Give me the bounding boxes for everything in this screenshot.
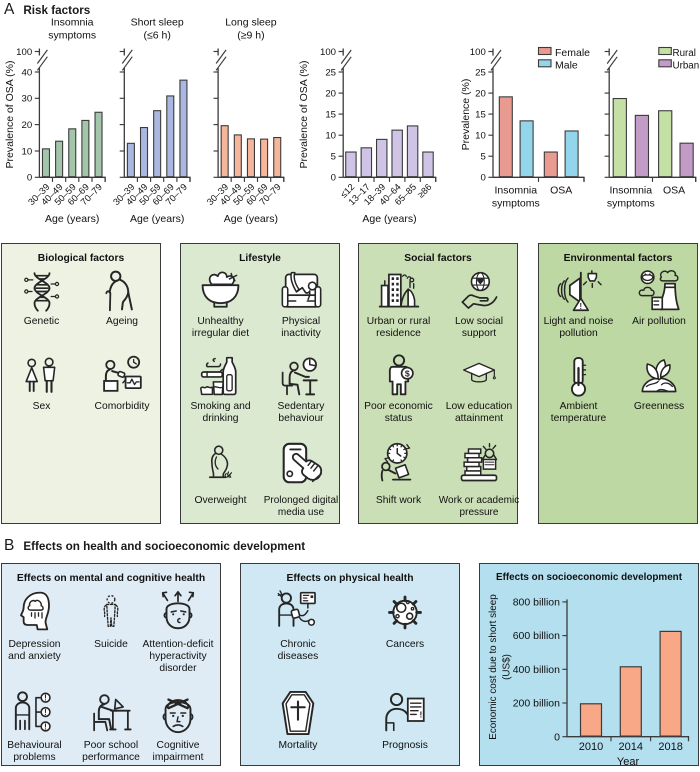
- svg-text:600 billion: 600 billion: [513, 630, 560, 642]
- svg-text:200 billion: 200 billion: [513, 698, 560, 710]
- svg-text:OSA: OSA: [550, 185, 572, 197]
- svg-text:Age (years): Age (years): [45, 213, 99, 225]
- svg-text:100: 100: [16, 47, 32, 58]
- svg-text:Year: Year: [617, 756, 640, 767]
- svg-text:Age (years): Age (years): [130, 213, 184, 225]
- svg-text:20: 20: [22, 120, 33, 131]
- svg-text:40: 40: [22, 67, 33, 78]
- svg-text:Prevalence of OSA (%): Prevalence of OSA (%): [4, 61, 16, 169]
- svg-text:0: 0: [554, 731, 560, 743]
- svg-text:25: 25: [475, 67, 486, 78]
- svg-text:Age (years): Age (years): [362, 213, 416, 225]
- svg-text:10: 10: [325, 131, 336, 142]
- svg-text:Female: Female: [555, 47, 590, 59]
- svg-text:Urban: Urban: [673, 60, 700, 71]
- svg-text:Prevalence of OSA (%): Prevalence of OSA (%): [298, 61, 310, 169]
- svg-text:400 billion: 400 billion: [513, 664, 560, 676]
- svg-text:0: 0: [331, 173, 336, 184]
- svg-text:20: 20: [475, 89, 486, 100]
- svg-text:Age (years): Age (years): [224, 213, 278, 225]
- svg-text:symptoms: symptoms: [492, 198, 540, 210]
- svg-text:(≤6 h): (≤6 h): [144, 30, 171, 42]
- svg-text:0: 0: [480, 173, 485, 184]
- svg-text:(≥9 h): (≥9 h): [237, 30, 264, 42]
- svg-text:!: !: [44, 694, 47, 703]
- svg-text:2014: 2014: [619, 741, 643, 753]
- svg-text:10: 10: [475, 131, 486, 142]
- svg-text:20: 20: [325, 89, 336, 100]
- svg-text:5: 5: [331, 152, 336, 163]
- svg-text:Insomnia: Insomnia: [609, 185, 652, 197]
- svg-text:symptoms: symptoms: [48, 30, 96, 42]
- svg-text:100: 100: [470, 47, 486, 58]
- svg-text:Economic cost due to short sle: Economic cost due to short sleep: [488, 594, 499, 740]
- svg-text:Long sleep: Long sleep: [225, 17, 277, 29]
- svg-text:symptoms: symptoms: [607, 198, 655, 210]
- svg-text:0: 0: [27, 173, 32, 184]
- svg-text:25: 25: [325, 67, 336, 78]
- svg-text:Prevalence (%): Prevalence (%): [460, 79, 472, 151]
- svg-text:2018: 2018: [658, 741, 682, 753]
- svg-text:800 billion: 800 billion: [513, 597, 560, 609]
- svg-text:100: 100: [320, 47, 336, 58]
- svg-text:!: !: [420, 709, 423, 719]
- svg-text:Male: Male: [555, 59, 578, 71]
- svg-text:Short sleep: Short sleep: [131, 17, 184, 29]
- svg-text:5: 5: [480, 152, 485, 163]
- svg-text:$: $: [404, 368, 409, 378]
- svg-text:Rural: Rural: [673, 48, 696, 59]
- svg-text:!: !: [44, 708, 47, 717]
- svg-text:!: !: [579, 302, 582, 311]
- svg-text:Insomnia: Insomnia: [494, 185, 537, 197]
- svg-text:15: 15: [325, 110, 336, 121]
- svg-text:10: 10: [22, 146, 33, 157]
- svg-text:OSA: OSA: [663, 185, 685, 197]
- svg-text:Insomnia: Insomnia: [51, 17, 94, 29]
- svg-text:2010: 2010: [579, 741, 603, 753]
- svg-text:15: 15: [475, 110, 486, 121]
- svg-text:30: 30: [22, 94, 33, 105]
- svg-text:(US$): (US$): [502, 654, 513, 680]
- svg-text:≥86: ≥86: [416, 182, 434, 200]
- svg-text:!: !: [44, 722, 47, 731]
